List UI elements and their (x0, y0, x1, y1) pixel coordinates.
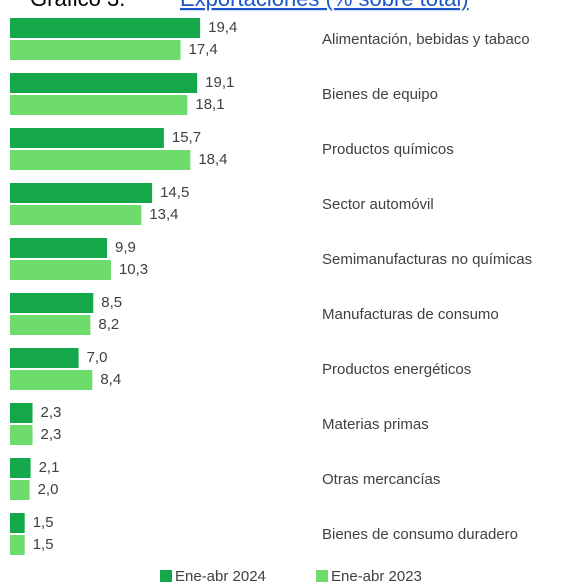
data-label: 2,0 (38, 481, 59, 498)
bar (10, 260, 111, 280)
data-label: 2,3 (41, 404, 62, 421)
category-label: Materias primas (322, 416, 429, 433)
category-label: Productos energéticos (322, 361, 471, 378)
bar (10, 18, 201, 38)
chart-subtitle[interactable]: Exportaciones (% sobre total) (180, 0, 469, 11)
data-label: 9,9 (115, 239, 136, 256)
bar (10, 95, 188, 115)
bar (10, 403, 33, 423)
category-label: Sector automóvil (322, 196, 434, 213)
bar (10, 458, 31, 478)
bar (10, 205, 142, 225)
data-label: 1,5 (33, 536, 54, 553)
bar (10, 238, 108, 258)
bar (10, 535, 25, 555)
category-label: Bienes de consumo duradero (322, 526, 518, 543)
bar (10, 128, 164, 148)
data-label: 7,0 (87, 349, 108, 366)
bar (10, 73, 198, 93)
data-label: 13,4 (149, 206, 178, 223)
bar (10, 40, 181, 60)
bar (10, 183, 153, 203)
category-label: Otras mercancías (322, 471, 440, 488)
legend-label: Ene-abr 2023 (331, 568, 422, 585)
data-label: 8,4 (100, 371, 121, 388)
data-label: 2,1 (39, 459, 60, 476)
legend-swatch (160, 570, 172, 582)
data-label: 10,3 (119, 261, 148, 278)
bar (10, 315, 91, 335)
data-label: 2,3 (41, 426, 62, 443)
category-label: Bienes de equipo (322, 86, 438, 103)
bar (10, 293, 94, 313)
chart-title: Gráfico 3. (30, 0, 125, 11)
bar (10, 425, 33, 445)
category-label: Semimanufacturas no químicas (322, 251, 532, 268)
bar (10, 513, 25, 533)
data-label: 18,1 (195, 96, 224, 113)
category-label: Alimentación, bebidas y tabaco (322, 31, 530, 48)
legend-label: Ene-abr 2024 (175, 568, 266, 585)
data-label: 14,5 (160, 184, 189, 201)
legend-swatch (316, 570, 328, 582)
bar (10, 348, 79, 368)
data-label: 8,5 (101, 294, 122, 311)
bar (10, 150, 191, 170)
bar (10, 370, 93, 390)
data-label: 19,4 (208, 19, 237, 36)
data-label: 18,4 (198, 151, 227, 168)
data-label: 1,5 (33, 514, 54, 531)
data-label: 19,1 (205, 74, 234, 91)
data-label: 15,7 (172, 129, 201, 146)
bar (10, 480, 30, 500)
data-label: 8,2 (98, 316, 119, 333)
category-label: Productos químicos (322, 141, 454, 158)
data-label: 17,4 (189, 41, 218, 58)
category-label: Manufacturas de consumo (322, 306, 499, 323)
